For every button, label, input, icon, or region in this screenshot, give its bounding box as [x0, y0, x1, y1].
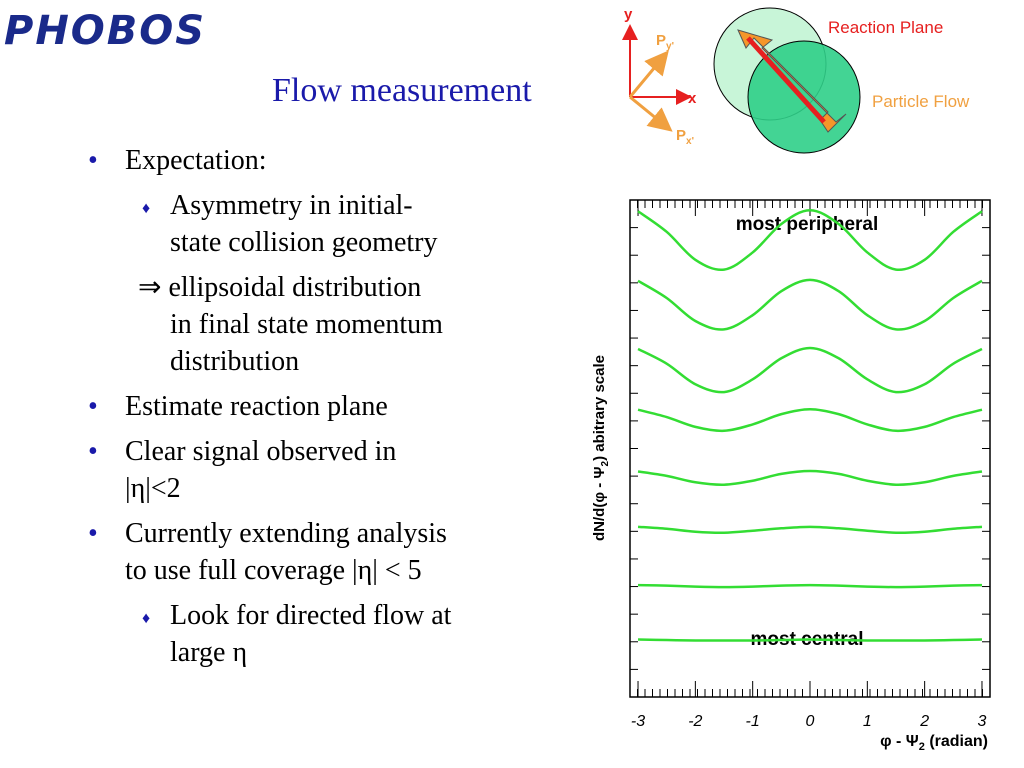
y-axis-label: dN/d(φ - Ψ2) abitrary scale	[591, 355, 611, 541]
y-axis-label-part: dN/d(φ - Ψ	[591, 466, 608, 541]
reaction-diagram: y x Py' Px' Reaction Plane Particle Flow	[622, 6, 970, 154]
x-axis-label-part: 2	[919, 741, 925, 753]
bullet-text: Expectation:	[125, 145, 267, 176]
bullet-text: Asymmetry in initial-	[170, 190, 413, 221]
bullet-marker: •	[88, 518, 98, 549]
x-axis-label-part: (radian)	[925, 733, 988, 750]
x-tick-label: -1	[746, 713, 760, 730]
momentum-label: Py'	[656, 32, 674, 52]
logo: PHOBOS	[4, 8, 207, 54]
fit-curve	[637, 407, 983, 433]
x-tick-label: 1	[863, 713, 872, 730]
bullet-marker: •	[88, 391, 98, 422]
bullet-marker: ♦	[142, 200, 151, 217]
x-tick-label: -2	[688, 713, 702, 730]
bullet-text: Look for directed flow at	[170, 600, 452, 631]
x-axis-label: φ - Ψ2 (radian)	[880, 733, 988, 753]
bullet-text: state collision geometry	[170, 227, 438, 258]
fit-curve	[637, 209, 983, 272]
fit-curve	[637, 346, 983, 394]
momentum-label: Px'	[676, 127, 694, 147]
bullet-marker: •	[88, 436, 98, 467]
fit-curve	[637, 525, 983, 534]
fit-curve	[638, 583, 982, 589]
bullet-text: Estimate reaction plane	[125, 391, 388, 422]
plot-frame	[629, 199, 991, 698]
bullet-text: Clear signal observed in	[125, 436, 397, 467]
y-axis-label-part: ) abitrary scale	[591, 355, 608, 461]
bullet-text: in final state momentum	[170, 309, 443, 340]
bullet-marker: •	[88, 145, 98, 176]
bullet-marker: ♦	[142, 610, 151, 627]
slide-title: Flow measurement	[272, 72, 532, 109]
x-axis-label-part: φ - Ψ	[880, 733, 919, 750]
momentum-arrow	[629, 95, 673, 132]
axis-label: x	[688, 90, 697, 107]
diagram-label: Reaction Plane	[828, 18, 943, 37]
annotation: most peripheral	[736, 214, 879, 235]
y-axis-label-part: 2	[600, 460, 611, 466]
bullet-text: to use full coverage |η| < 5	[125, 555, 422, 586]
fit-curve	[637, 469, 983, 486]
fit-curve	[637, 278, 983, 331]
bullet-text: Currently extending analysis	[125, 518, 447, 549]
fit-curve	[638, 638, 982, 642]
x-tick-label: 3	[978, 713, 987, 730]
reaction-plane-line	[746, 36, 826, 124]
bullet-text: distribution	[170, 346, 300, 377]
momentum-arrow	[628, 50, 669, 98]
diagram-label: Particle Flow	[872, 92, 970, 111]
axis-label: y	[624, 6, 633, 23]
bullet-text: |η|<2	[125, 473, 181, 504]
x-tick-label: -3	[631, 713, 645, 730]
bullet-text: ⇒ ellipsoidal distribution	[138, 272, 422, 303]
bullet-text: large η	[170, 637, 248, 668]
x-tick-label: 2	[919, 713, 929, 730]
x-tick-label: 0	[806, 713, 815, 730]
